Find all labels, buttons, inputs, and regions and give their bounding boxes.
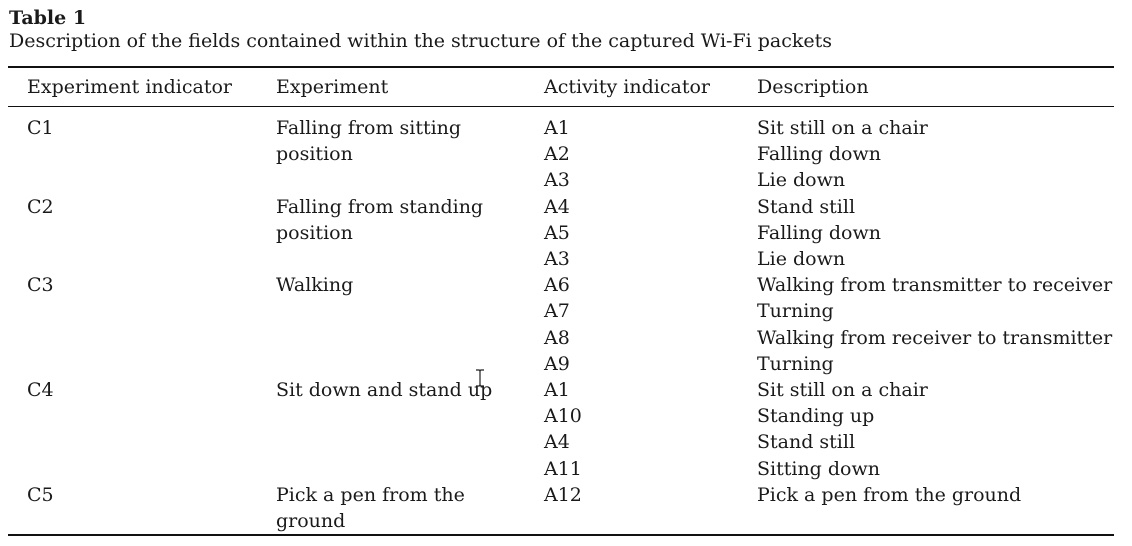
description-cell: Falling down bbox=[757, 221, 881, 244]
description-cell: Walking from transmitter to receiver bbox=[757, 274, 1113, 297]
activity-indicator-list: A1 A2 A3 bbox=[544, 115, 570, 194]
activity-indicator-cell: A5 bbox=[544, 221, 570, 244]
activity-indicator-cell: A4 bbox=[544, 195, 570, 218]
description-list: Stand still Falling down Lie down bbox=[757, 194, 881, 273]
activity-indicator-cell: A4 bbox=[544, 431, 570, 454]
description-cell: Sit still on a chair bbox=[757, 117, 928, 139]
activity-indicator-cell: A10 bbox=[544, 405, 582, 428]
table-row-group: C4 Sit down and stand up A1 A10 A4 A11 Sit sti… bbox=[0, 377, 1132, 482]
description-list: Sit still on a chair Falling down Lie down bbox=[757, 115, 928, 194]
description-cell: Falling down bbox=[757, 143, 881, 166]
activity-indicator-cell: A2 bbox=[544, 143, 570, 166]
description-cell: Standing up bbox=[757, 405, 875, 428]
activity-indicator-cell: A7 bbox=[544, 300, 570, 323]
activity-indicator-list: A12 bbox=[544, 482, 582, 508]
header-experiment: Experiment bbox=[276, 76, 389, 98]
activity-indicator-list: A6 A7 A8 A9 bbox=[544, 272, 570, 377]
table-description: Description of the fields contained with… bbox=[9, 30, 833, 52]
header-rule bbox=[8, 106, 1114, 107]
header-experiment-indicator: Experiment indicator bbox=[27, 76, 233, 98]
table-row-group: C2 Falling from standing position A4 A5 A3 St… bbox=[0, 194, 1132, 273]
bottom-rule bbox=[8, 534, 1114, 536]
table-row-group: C5 Pick a pen from the ground A12 Pick a pe… bbox=[0, 482, 1132, 532]
activity-indicator-cell: A9 bbox=[544, 352, 570, 375]
activity-indicator-cell: A1 bbox=[544, 117, 570, 139]
experiment-cell: Falling from standing position bbox=[276, 195, 484, 244]
top-rule bbox=[8, 66, 1114, 68]
description-list: Walking from transmitter to receiver Turn… bbox=[757, 272, 1112, 377]
description-list: Pick a pen from the ground bbox=[757, 482, 1021, 508]
description-cell: Stand still bbox=[757, 195, 856, 218]
activity-indicator-cell: A1 bbox=[544, 379, 570, 401]
table-header-row: Experiment indicator Experiment Activity… bbox=[0, 72, 1132, 102]
experiment-indicator-cell: C3 bbox=[27, 274, 54, 297]
description-list: Sit still on a chair Standing up Stand sti… bbox=[757, 377, 928, 482]
experiment-cell: Pick a pen from the ground bbox=[276, 483, 465, 532]
experiment-cell: Walking bbox=[276, 274, 354, 297]
description-cell: Lie down bbox=[757, 247, 846, 270]
activity-indicator-cell: A11 bbox=[544, 457, 582, 480]
activity-indicator-cell: A6 bbox=[544, 274, 570, 297]
description-cell: Turning bbox=[757, 352, 834, 375]
experiment-indicator-cell: C2 bbox=[27, 195, 54, 218]
header-description: Description bbox=[757, 76, 869, 98]
activity-indicator-cell: A8 bbox=[544, 326, 570, 349]
experiment-indicator-cell: C1 bbox=[27, 117, 54, 139]
description-cell: Turning bbox=[757, 300, 834, 323]
activity-indicator-cell: A3 bbox=[544, 169, 570, 192]
description-cell: Stand still bbox=[757, 431, 856, 454]
description-cell: Sit still on a chair bbox=[757, 379, 928, 401]
description-cell: Walking from receiver to transmitter bbox=[757, 326, 1113, 349]
table-caption: Table 1 Description of the fields contai… bbox=[9, 6, 1119, 53]
experiment-indicator-cell: C5 bbox=[27, 483, 54, 506]
experiment-cell: Sit down and stand up bbox=[276, 379, 493, 401]
description-cell: Pick a pen from the ground bbox=[757, 483, 1022, 506]
table-row-group: C1 Falling from sitting position A1 A2 A3 Sit… bbox=[0, 115, 1132, 194]
table-body: C1 Falling from sitting position A1 A2 A3 Sit… bbox=[0, 115, 1132, 533]
experiment-cell: Falling from sitting position bbox=[276, 117, 462, 166]
text-cursor-icon bbox=[476, 369, 484, 387]
activity-indicator-list: A4 A5 A3 bbox=[544, 194, 570, 273]
experiment-indicator-cell: C4 bbox=[27, 379, 54, 401]
table-row-group: C3 Walking A6 A7 A8 A9 Walking from transmitte… bbox=[0, 272, 1132, 377]
description-cell: Sitting down bbox=[757, 457, 880, 480]
table-label: Table 1 bbox=[9, 7, 87, 29]
description-cell: Lie down bbox=[757, 169, 846, 192]
header-activity-indicator: Activity indicator bbox=[544, 76, 710, 98]
activity-indicator-cell: A12 bbox=[544, 483, 582, 506]
activity-indicator-cell: A3 bbox=[544, 247, 570, 270]
activity-indicator-list: A1 A10 A4 A11 bbox=[544, 377, 582, 482]
